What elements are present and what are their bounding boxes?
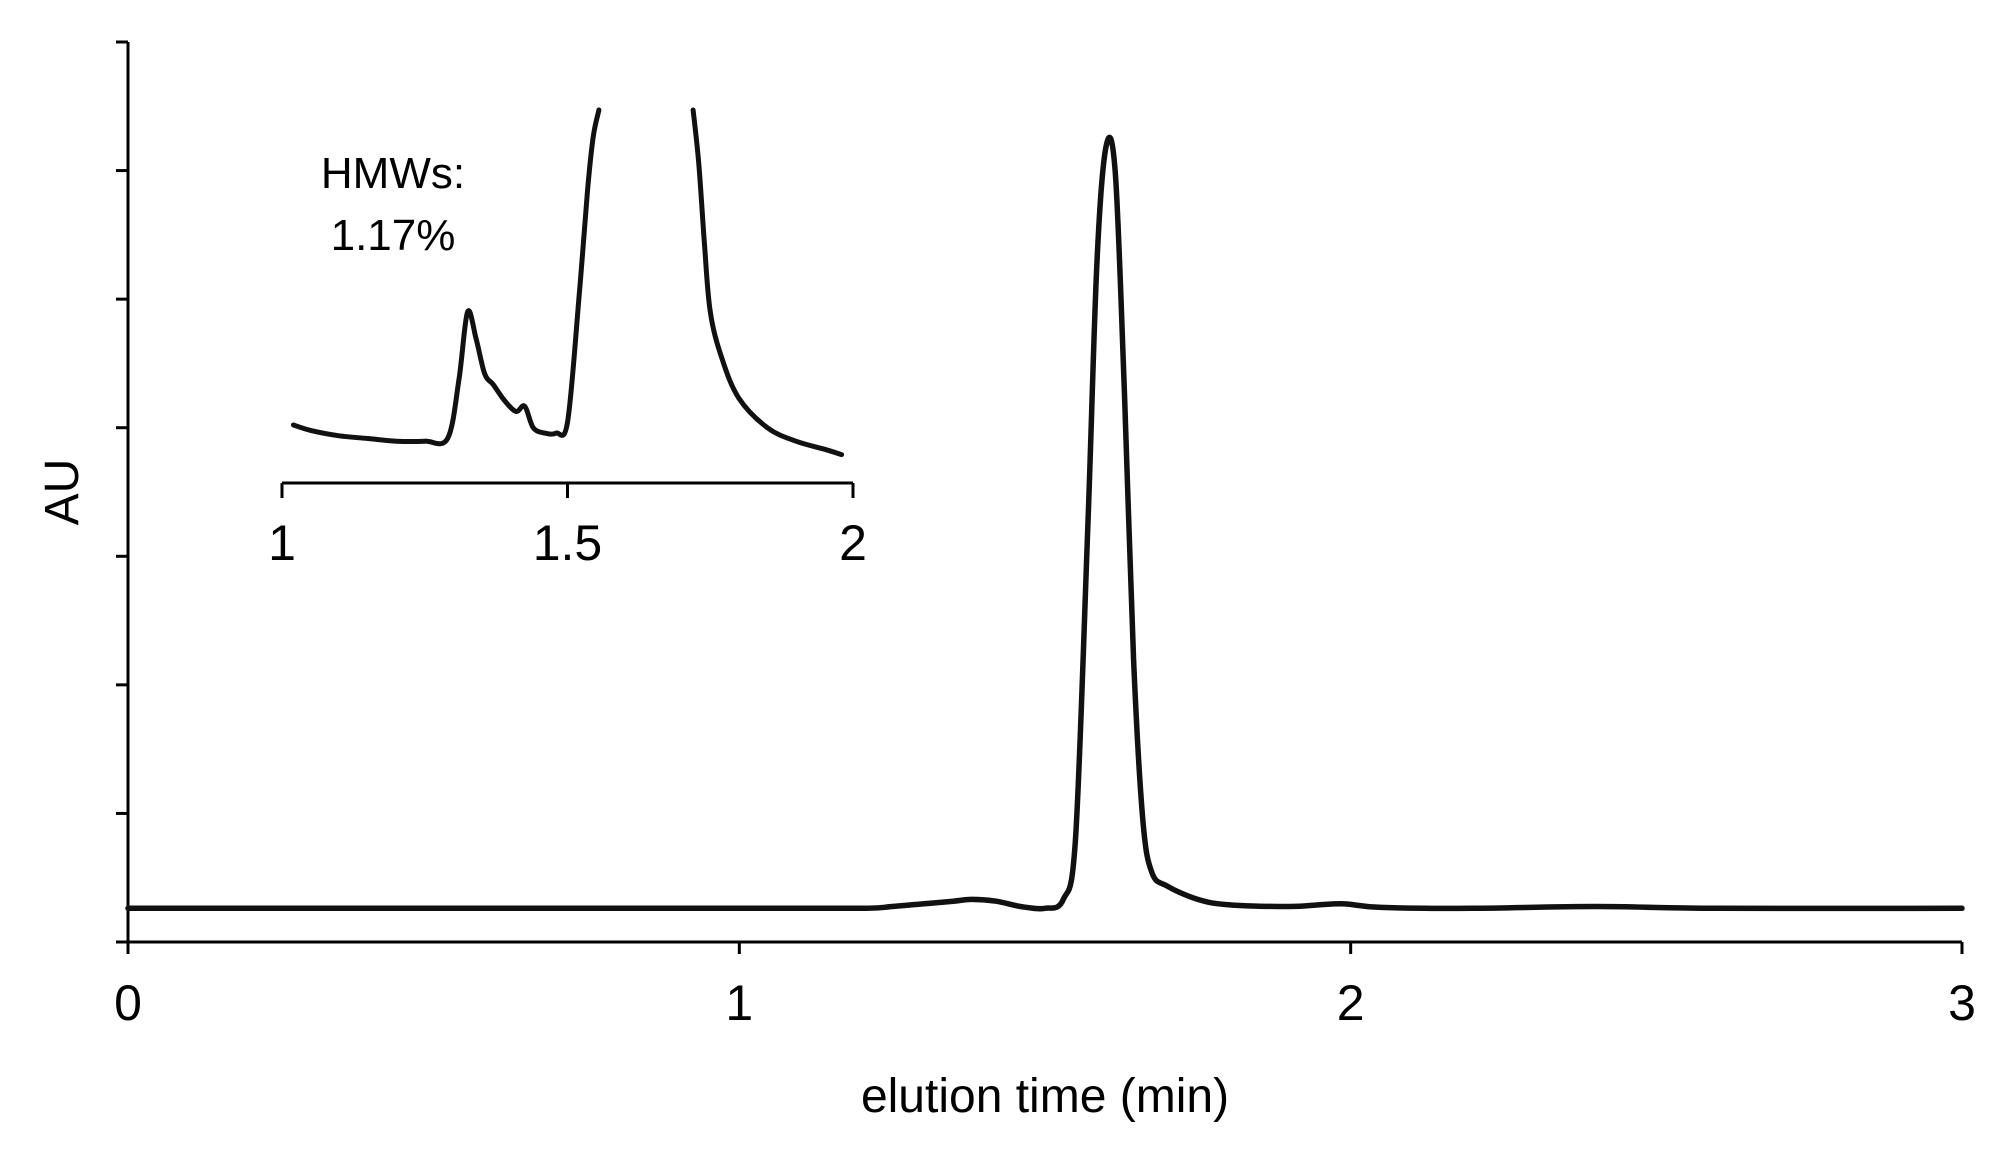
inset-trace-falling <box>690 107 845 458</box>
main-chromatogram-trace <box>125 134 1965 912</box>
inset-trace-rising <box>290 107 602 447</box>
main-x-tick-label: 1 <box>725 975 753 1031</box>
main-y-ticks <box>116 40 128 944</box>
main-x-ticks: 0 1 2 3 <box>114 942 1976 1031</box>
main-y-axis-label: AU <box>36 459 89 526</box>
inset-chart: 1 1.5 2 HMWs: 1.17% <box>268 107 867 571</box>
hmw-annotation-value: 1.17% <box>331 211 456 260</box>
main-x-tick-label: 3 <box>1948 975 1976 1031</box>
main-x-tick-label: 0 <box>114 975 142 1031</box>
hmw-annotation-label: HMWs: <box>321 149 465 198</box>
main-x-tick-label: 2 <box>1337 975 1365 1031</box>
main-chart: 0 1 2 3 elution time (min) AU <box>36 40 1976 1123</box>
inset-x-tick-label: 2 <box>839 515 867 571</box>
main-x-axis-label: elution time (min) <box>861 1070 1229 1123</box>
inset-x-tick-label: 1.5 <box>533 515 603 571</box>
inset-x-ticks: 1 1.5 2 <box>268 483 867 571</box>
inset-x-tick-label: 1 <box>268 515 296 571</box>
